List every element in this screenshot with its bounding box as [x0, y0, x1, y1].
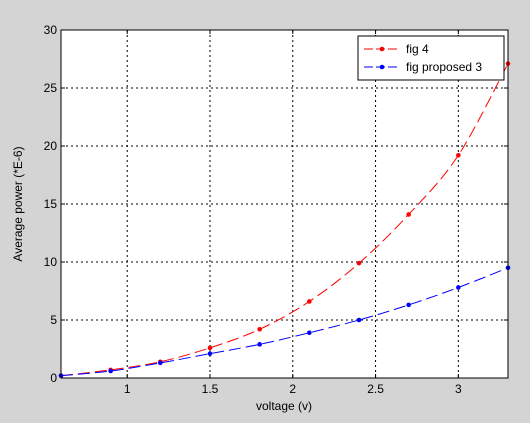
x-tick-label: 2.5	[367, 382, 384, 396]
series-2-point	[158, 360, 163, 366]
series-2-point	[456, 285, 461, 290]
grid-lines	[61, 30, 508, 378]
legend-marker-1	[379, 46, 385, 52]
series-1-point	[456, 152, 461, 158]
x-tick-label: 1.5	[202, 382, 219, 396]
y-tick-label: 5	[50, 313, 57, 327]
x-tick-label: 2	[289, 382, 296, 396]
y-tick-label: 25	[44, 81, 58, 95]
y-tick-label: 20	[44, 139, 58, 153]
series-2-point	[207, 351, 213, 356]
series-2-point	[108, 368, 113, 374]
legend: fig 4 fig proposed 3	[357, 35, 505, 81]
series-layer	[58, 61, 511, 378]
series-1-point	[257, 326, 262, 332]
legend-label-2: fig proposed 3	[406, 60, 482, 74]
series-2-point	[406, 302, 411, 308]
legend-marker-2	[379, 64, 385, 70]
y-tick-label: 15	[44, 197, 58, 211]
y-tick-label: 10	[44, 255, 58, 269]
series-2-point	[257, 342, 262, 347]
series-2-point	[356, 317, 362, 323]
series-1-point	[307, 299, 312, 304]
x-axis-label: voltage (v)	[256, 399, 312, 413]
series-1-point	[356, 260, 362, 266]
series-1-point	[207, 345, 213, 351]
legend-label-1: fig 4	[406, 42, 429, 56]
y-tick-label: 0	[50, 371, 57, 385]
x-tick-label: 3	[455, 382, 462, 396]
series-1-point	[406, 212, 411, 217]
series-2-point	[307, 330, 312, 336]
series-line-2	[60, 267, 509, 377]
y-tick-label: 30	[44, 23, 58, 37]
y-axis-label: Average power (*E-6)	[11, 146, 25, 261]
legend-box	[357, 35, 505, 81]
plot-area	[61, 30, 508, 378]
x-tick-label: 1	[124, 382, 131, 396]
